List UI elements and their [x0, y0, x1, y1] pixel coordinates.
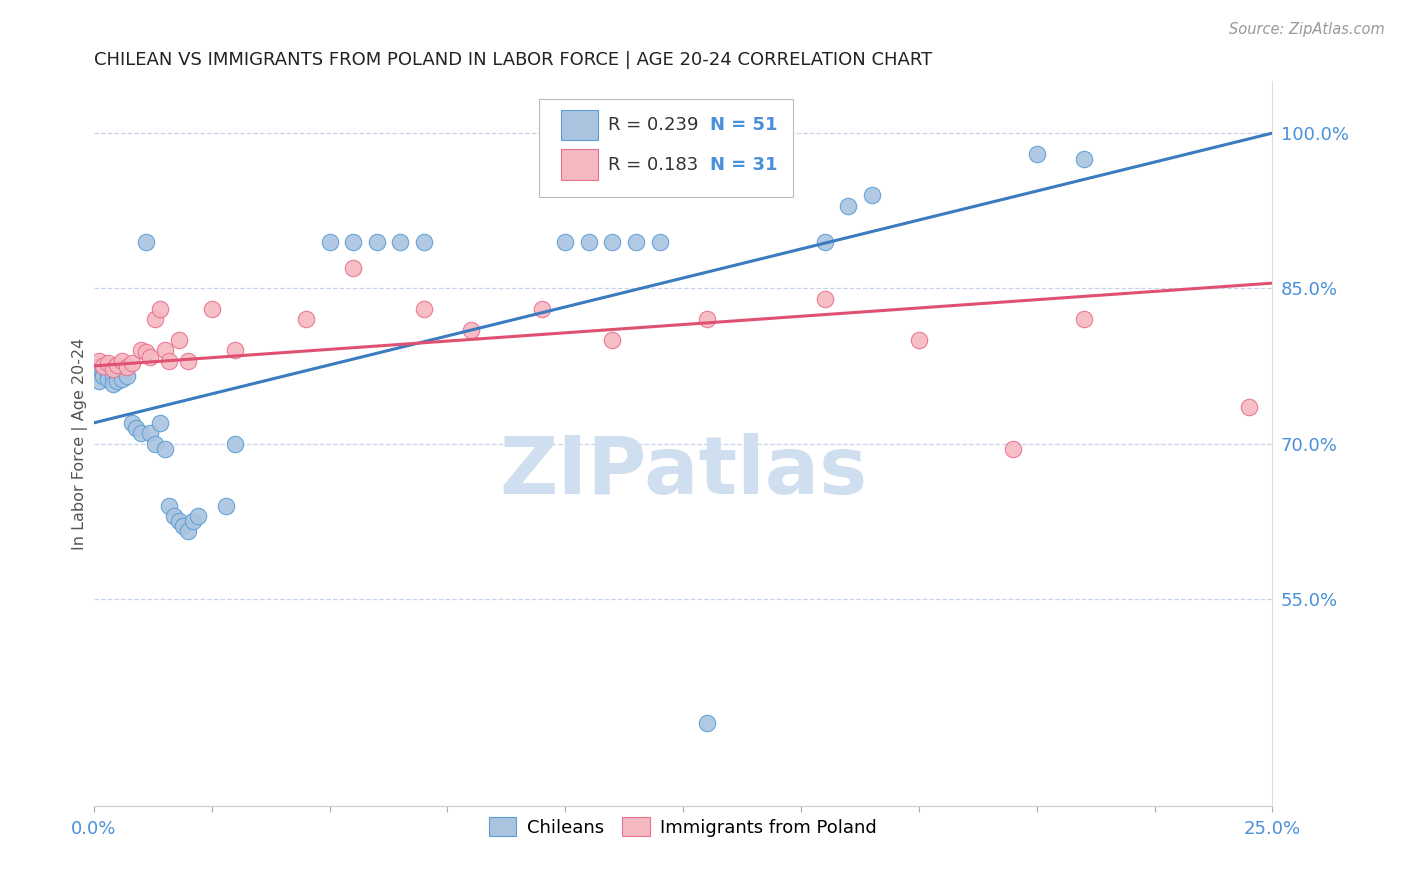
Text: N = 31: N = 31 — [710, 155, 778, 174]
Point — [115, 369, 138, 384]
Point — [1073, 152, 1095, 166]
Point — [173, 519, 195, 533]
Point — [318, 235, 340, 249]
Point — [1237, 401, 1260, 415]
FancyBboxPatch shape — [561, 150, 599, 180]
Point — [554, 235, 576, 249]
Point — [295, 312, 318, 326]
Point — [602, 333, 624, 347]
Point — [93, 359, 115, 373]
Point — [115, 359, 138, 374]
Point — [602, 235, 624, 249]
Point — [1002, 442, 1025, 456]
Point — [87, 353, 110, 368]
Point — [143, 436, 166, 450]
Text: R = 0.183: R = 0.183 — [607, 155, 697, 174]
Point — [93, 369, 115, 384]
Point — [101, 376, 124, 391]
Point — [837, 198, 859, 212]
Point — [696, 312, 718, 326]
Point — [224, 436, 246, 450]
Point — [215, 499, 238, 513]
Point — [97, 366, 120, 380]
Point — [97, 372, 120, 386]
Point — [87, 364, 110, 378]
Point — [143, 312, 166, 326]
Point — [139, 350, 162, 364]
Point — [624, 235, 647, 249]
Text: ZIPatlas: ZIPatlas — [499, 434, 868, 511]
Point — [460, 323, 482, 337]
Point — [153, 343, 176, 358]
Point — [648, 235, 671, 249]
Point — [125, 421, 148, 435]
Point — [177, 353, 200, 368]
Point — [908, 333, 931, 347]
Point — [93, 364, 115, 378]
Point — [111, 372, 134, 386]
Point — [121, 356, 143, 370]
Point — [157, 353, 180, 368]
Point — [101, 362, 124, 376]
Point — [107, 375, 129, 389]
Text: CHILEAN VS IMMIGRANTS FROM POLAND IN LABOR FORCE | AGE 20-24 CORRELATION CHART: CHILEAN VS IMMIGRANTS FROM POLAND IN LAB… — [94, 51, 932, 69]
Point — [167, 514, 190, 528]
Point — [181, 514, 204, 528]
FancyBboxPatch shape — [540, 99, 793, 197]
Point — [149, 416, 172, 430]
Point — [167, 333, 190, 347]
Point — [187, 508, 209, 523]
Y-axis label: In Labor Force | Age 20-24: In Labor Force | Age 20-24 — [72, 337, 89, 549]
Point — [814, 292, 837, 306]
Point — [149, 301, 172, 316]
Point — [696, 715, 718, 730]
Text: N = 51: N = 51 — [710, 116, 778, 134]
Point — [177, 524, 200, 539]
Point — [111, 364, 134, 378]
Legend: Chileans, Immigrants from Poland: Chileans, Immigrants from Poland — [482, 810, 884, 844]
Point — [163, 508, 186, 523]
Point — [135, 235, 157, 249]
Point — [366, 235, 388, 249]
Point — [530, 301, 553, 316]
Point — [107, 358, 129, 372]
Point — [153, 442, 176, 456]
Point — [224, 343, 246, 358]
Point — [121, 416, 143, 430]
Point — [201, 301, 224, 316]
Point — [814, 235, 837, 249]
Point — [139, 426, 162, 441]
Point — [107, 366, 129, 380]
Point — [389, 235, 412, 249]
Text: R = 0.239: R = 0.239 — [607, 116, 699, 134]
Point — [97, 356, 120, 370]
Point — [860, 188, 883, 202]
Point — [101, 369, 124, 384]
Point — [342, 260, 364, 275]
Point — [129, 343, 152, 358]
Point — [413, 301, 436, 316]
Point — [1073, 312, 1095, 326]
FancyBboxPatch shape — [561, 110, 599, 140]
Point — [578, 235, 600, 249]
Point — [342, 235, 364, 249]
Text: Source: ZipAtlas.com: Source: ZipAtlas.com — [1229, 22, 1385, 37]
Point — [87, 359, 110, 373]
Point — [107, 361, 129, 376]
Point — [413, 235, 436, 249]
Point — [135, 345, 157, 359]
Point — [93, 359, 115, 373]
Point — [1025, 146, 1047, 161]
Point — [129, 426, 152, 441]
Point — [157, 499, 180, 513]
Point — [97, 359, 120, 373]
Point — [101, 362, 124, 376]
Point — [87, 375, 110, 389]
Point — [111, 353, 134, 368]
